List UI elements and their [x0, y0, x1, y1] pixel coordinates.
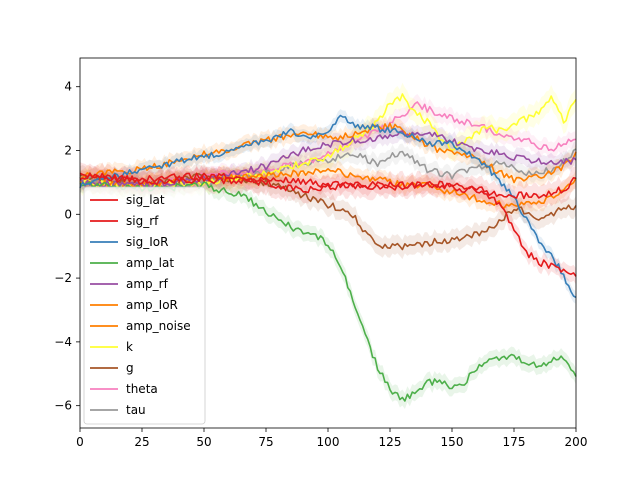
y-tick-label: 0: [64, 207, 72, 221]
legend-label-sig-ior: sig_IoR: [126, 235, 168, 249]
legend-label-amp-ior: amp_IoR: [126, 298, 178, 312]
x-tick-label: 200: [565, 435, 588, 449]
legend-label-amp-noise: amp_noise: [126, 319, 191, 333]
legend-label-amp-rf: amp_rf: [126, 277, 169, 291]
x-tick-label: 25: [134, 435, 149, 449]
x-tick-label: 150: [441, 435, 464, 449]
x-tick-label: 0: [76, 435, 84, 449]
y-tick-label: 4: [64, 80, 72, 94]
legend-label-k: k: [126, 340, 133, 354]
y-tick-label: −4: [54, 335, 72, 349]
series-line-sig-ior: [79, 114, 577, 299]
x-tick-label: 50: [196, 435, 211, 449]
y-tick-label: 2: [64, 144, 72, 158]
y-tick-label: −2: [54, 271, 72, 285]
x-axis-ticks: 0 25 50 75 100 125 150 175 200: [76, 428, 587, 449]
band-g: [80, 164, 576, 260]
legend-box: [83, 186, 206, 425]
band-amp-ior: [80, 115, 576, 191]
legend-label-amp-lat: amp_lat: [126, 256, 174, 270]
band-sig-lat: [80, 165, 576, 285]
x-tick-label: 175: [503, 435, 526, 449]
series-line-sig-rf: [79, 172, 577, 200]
x-tick-label: 75: [258, 435, 273, 449]
legend: sig_lat sig_rf sig_IoR amp_lat amp_rf amp_IoR…: [83, 186, 206, 425]
legend-label-sig-lat: sig_lat: [126, 193, 165, 207]
y-tick-label: −6: [54, 399, 72, 413]
legend-label-tau: tau: [126, 403, 146, 417]
y-axis-ticks: −6 −4 −2 0 2 4: [54, 80, 80, 413]
legend-label-sig-rf: sig_rf: [126, 214, 159, 228]
plot-area: [79, 58, 577, 428]
x-tick-label: 100: [317, 435, 340, 449]
x-tick-label: 125: [379, 435, 402, 449]
legend-label-theta: theta: [126, 382, 158, 396]
series-line-sig-lat: [79, 172, 577, 277]
legend-label-g: g: [126, 361, 134, 375]
